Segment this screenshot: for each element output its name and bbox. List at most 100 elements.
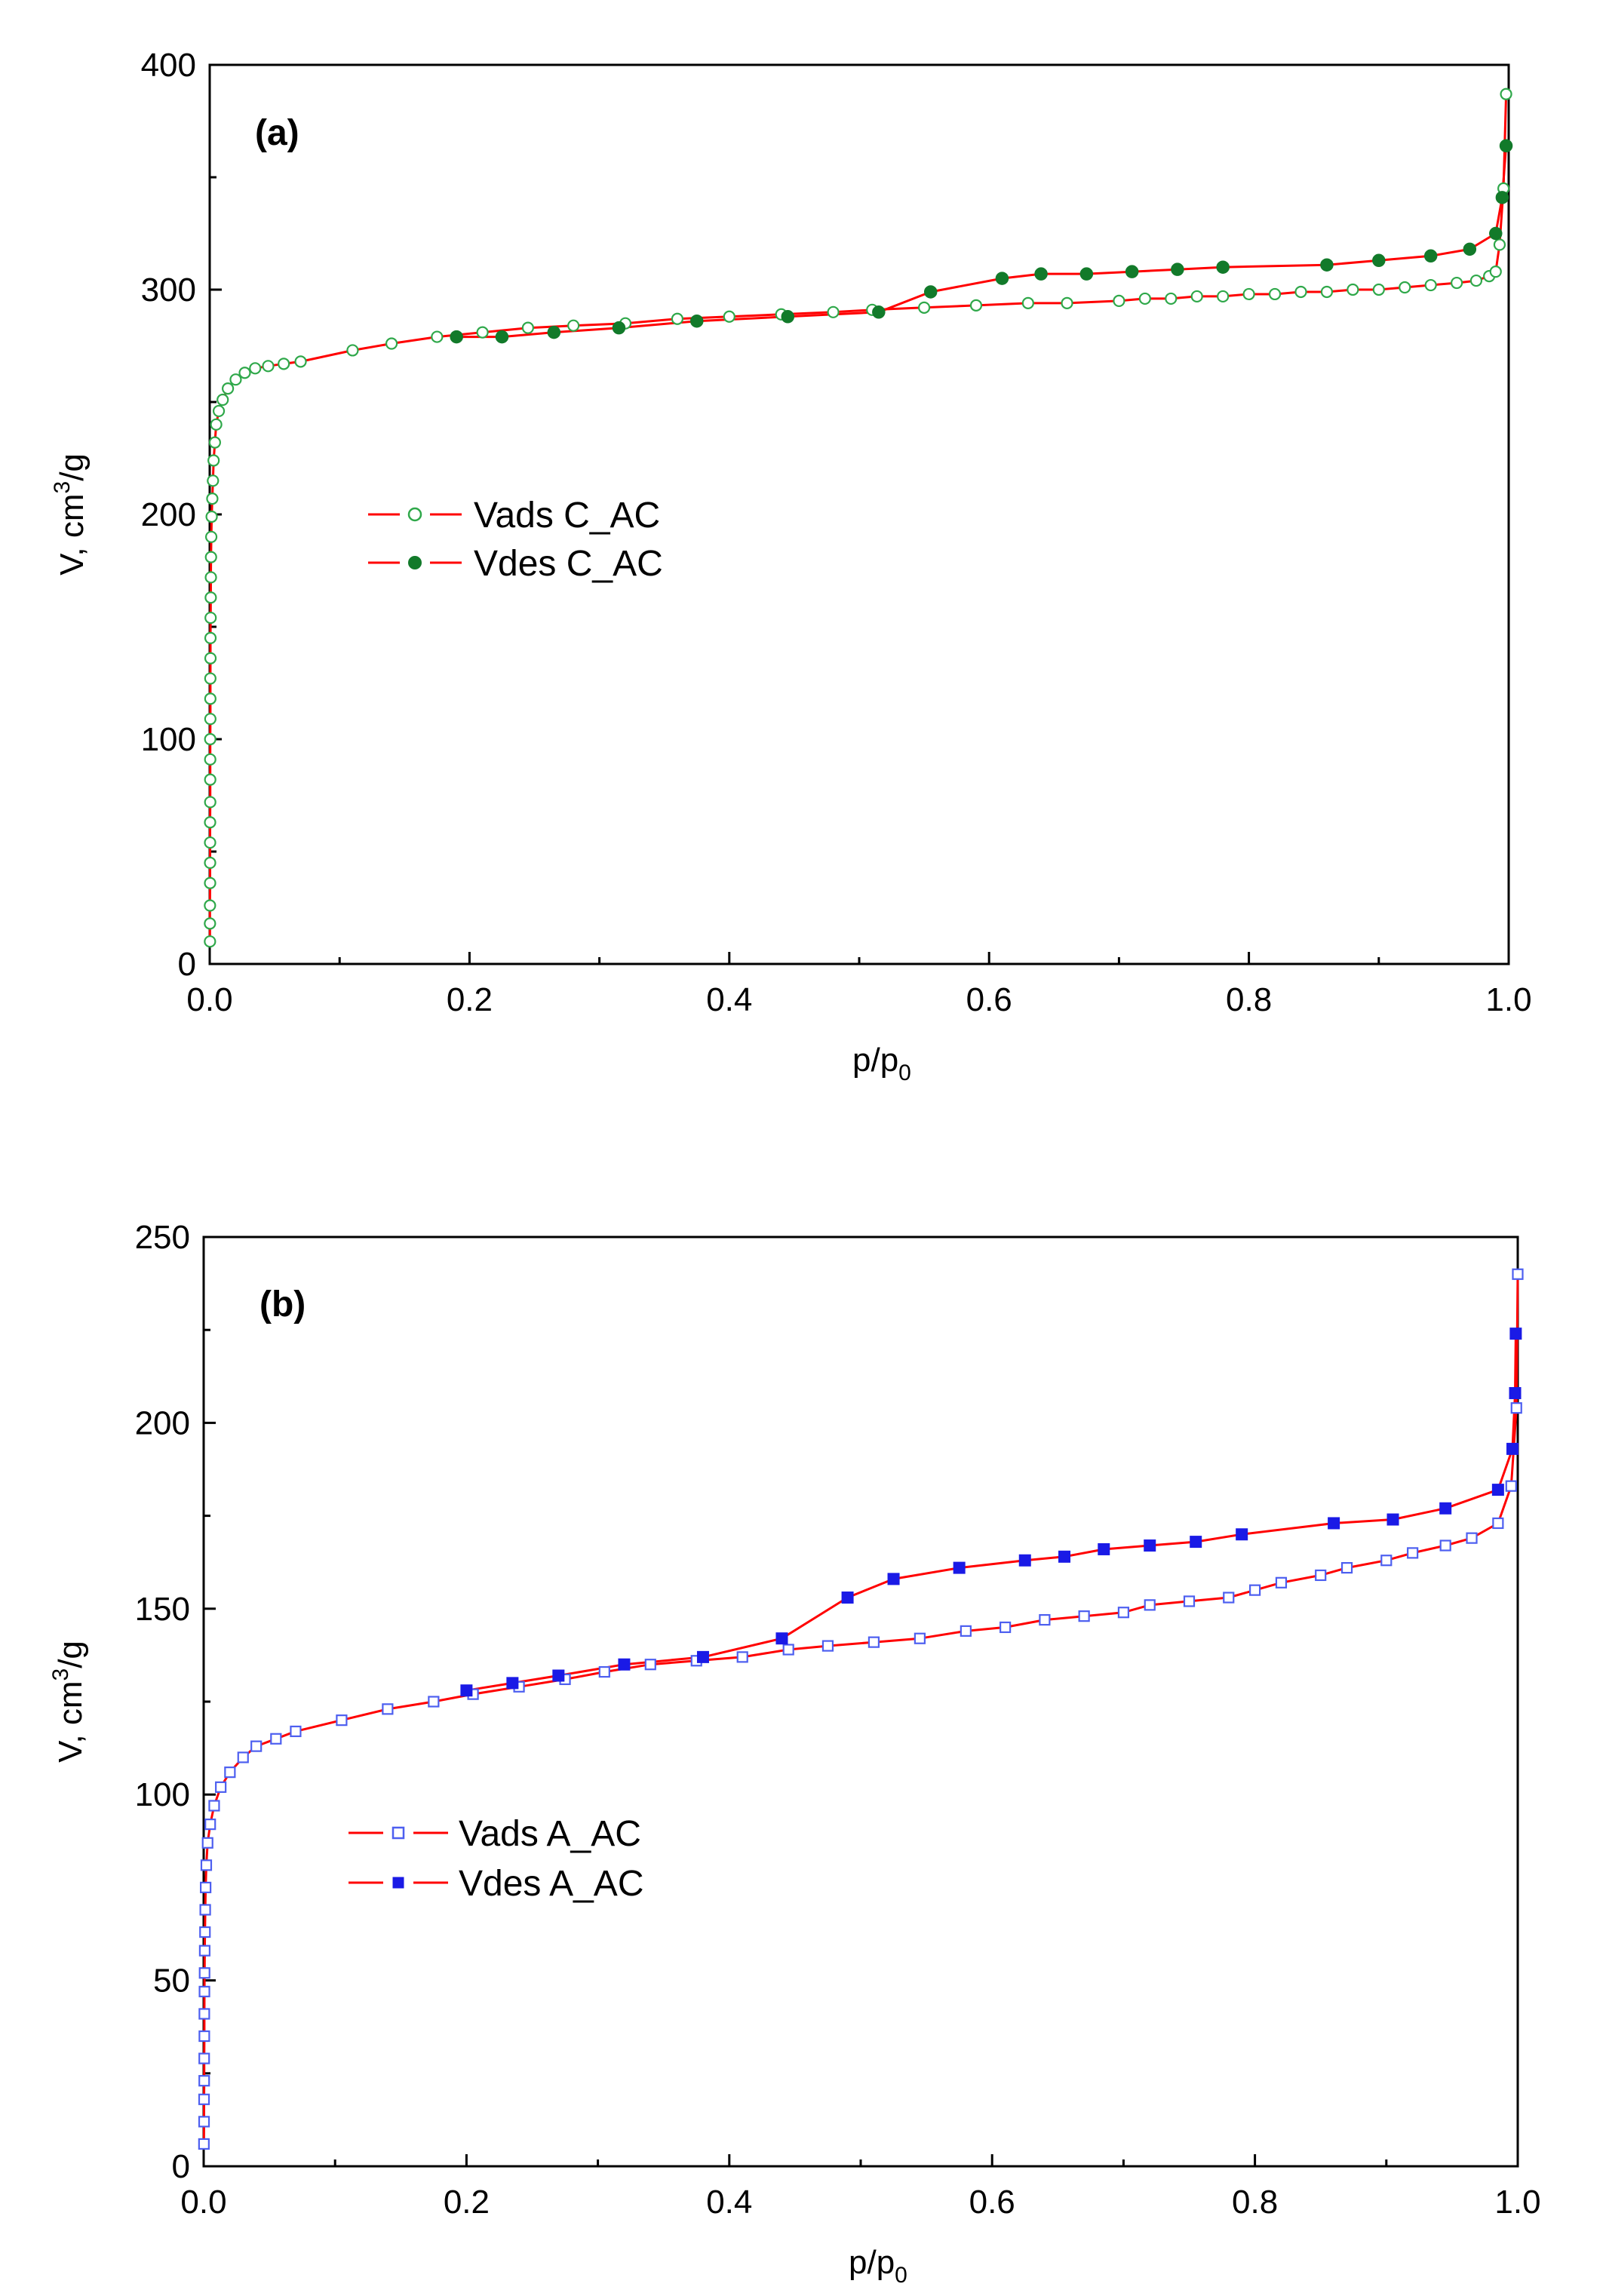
panel-a-desorption-point xyxy=(1079,267,1094,281)
panel-b-adsorption-point xyxy=(1078,1610,1090,1622)
panel-a-adsorption-point xyxy=(262,360,275,373)
panel-b-x-axis-title: p/p0 xyxy=(849,2244,907,2288)
panel-b-adsorption-point xyxy=(736,1651,748,1663)
panel-b-adsorption-point xyxy=(199,1904,211,1916)
panel-a-y-axis-title: V, cm3/g xyxy=(50,453,91,576)
panel-a-adsorption-point xyxy=(1190,290,1203,303)
panel-b-x-tick-label: 0.6 xyxy=(969,2184,1015,2221)
panel-a-legend-marker-adsorption xyxy=(407,507,422,522)
panel-b-adsorption-point xyxy=(204,1819,216,1831)
panel-a-desorption-point xyxy=(1125,265,1139,278)
panel-b-adsorption-point xyxy=(1492,1517,1504,1530)
panel-a-legend-marker-desorption xyxy=(408,556,422,569)
panel-b-desorption-point xyxy=(841,1592,854,1604)
panel-a-adsorption-point xyxy=(208,436,221,449)
panel-a-adsorption-point xyxy=(204,899,216,912)
panel-a-plot-frame xyxy=(208,63,1510,965)
panel-a-adsorption-point xyxy=(204,917,216,930)
panel-a-x-axis-title-subscript: 0 xyxy=(898,1061,911,1085)
panel-b-adsorption-point xyxy=(198,1967,210,1979)
panel-a-adsorption-point xyxy=(204,796,216,809)
panel-b-legend-marker-adsorption xyxy=(392,1826,405,1840)
panel-b-desorption-point xyxy=(506,1677,519,1690)
panel-b-adsorption-point xyxy=(1183,1595,1196,1607)
panel-b-y-tick-label: 50 xyxy=(153,1963,190,2000)
panel-a-desorption-point xyxy=(1034,267,1048,281)
panel-b-x-tick-label: 0.8 xyxy=(1232,2184,1278,2221)
panel-a-adsorption-point xyxy=(346,344,359,357)
panel-a-y-axis-title-superscript: 3 xyxy=(50,481,75,494)
panel-b-adsorption-point xyxy=(914,1632,926,1644)
panel-a-adsorption-point xyxy=(204,672,216,685)
panel-a-adsorption-point xyxy=(1242,287,1255,301)
panel-a-adsorption-point xyxy=(204,753,216,766)
panel-a-adsorption-point xyxy=(204,652,217,665)
panel-b-desorption-point xyxy=(552,1669,565,1682)
panel-a-adsorption-point xyxy=(1165,292,1178,305)
panel-a-adsorption-line xyxy=(208,94,1508,942)
panel-a-adsorption-point xyxy=(1268,287,1282,301)
panel-a-adsorption-point xyxy=(278,358,290,370)
panel-a-adsorption-point xyxy=(204,836,216,849)
panel-b-adsorption-point xyxy=(1223,1592,1235,1604)
panel-b-adsorption-point xyxy=(215,1781,227,1793)
panel-b-desorption-point xyxy=(1509,1386,1522,1399)
panel-b-adsorption-point xyxy=(198,2138,210,2150)
panel-b-desorption-point xyxy=(1491,1484,1504,1496)
panel-b-adsorption-point xyxy=(1466,1532,1478,1544)
panel-a-adsorption-point xyxy=(431,330,444,343)
panel-b-adsorption-point xyxy=(1117,1607,1130,1619)
panel-b-adsorption-point xyxy=(1340,1561,1353,1574)
panel-b-plot-frame xyxy=(202,1235,1519,2168)
panel-b-x-axis-title-subscript: 0 xyxy=(895,2263,907,2288)
panel-a-legend-label-adsorption: Vads C_AC xyxy=(474,496,660,536)
panel-a-adsorption-point xyxy=(249,362,262,375)
panel-b-x-tick-label: 0.2 xyxy=(444,2184,490,2221)
panel-b: 0.0 0.2 0.4 0.6 0.8 1.0 0 50 100 150 200 250 (b) p/… xyxy=(48,1219,1541,2288)
panel-a-desorption-point xyxy=(495,330,509,344)
panel-b-desorption-point xyxy=(1018,1554,1031,1567)
panel-a-desorption-point xyxy=(450,330,463,344)
panel-a-adsorption-point xyxy=(1021,296,1034,309)
panel-a-desorption-point xyxy=(1372,253,1386,268)
panel-a-y-tick-label: 300 xyxy=(141,272,196,308)
panel-b-desorption-point xyxy=(1236,1528,1248,1541)
panel-b-y-tick-label: 0 xyxy=(172,2148,190,2185)
panel-a-adsorption-point xyxy=(204,551,217,563)
panel-a-y-tick-label: 200 xyxy=(141,496,196,533)
panel-b-desorption-point xyxy=(1058,1550,1071,1563)
panel-a-x-tick-label: 0.4 xyxy=(706,981,752,1018)
panel-b-adsorption-point xyxy=(1315,1569,1327,1582)
panel-b-desorption-point xyxy=(618,1658,631,1671)
panel-a-legend-label-desorption: Vdes C_AC xyxy=(474,544,663,584)
panel-b-y-axis-title-superscript: 3 xyxy=(48,1668,73,1681)
panel-b-adsorption-point xyxy=(1039,1613,1051,1626)
panel-b-adsorption-point xyxy=(270,1733,282,1745)
panel-a-adsorption-point xyxy=(207,454,220,467)
panel-b-y-tick-label: 100 xyxy=(135,1776,190,1813)
panel-a-x-tick-label: 0.8 xyxy=(1226,981,1272,1018)
panel-a-adsorption-point xyxy=(723,310,735,323)
panel-a-adsorption-point xyxy=(1320,285,1334,299)
panel-b-adsorption-point xyxy=(198,1985,210,1997)
panel-b-adsorption-point xyxy=(224,1767,236,1779)
panel-b-legend-entry-desorption: Vdes A_AC xyxy=(349,1864,643,1904)
panel-a-y-tick-label: 100 xyxy=(141,721,196,758)
panel-b-adsorption-point xyxy=(598,1665,610,1678)
panel-a-adsorption-point xyxy=(1500,87,1512,100)
panel-a-desorption-point xyxy=(690,314,704,328)
panel-a-adsorption-point xyxy=(204,692,216,705)
panel-b-adsorption-point xyxy=(336,1714,348,1727)
panel-a-adsorption-point xyxy=(1424,278,1437,292)
panel-a-adsorption-point xyxy=(1469,274,1483,287)
panel-b-desorption-point xyxy=(1439,1502,1452,1515)
panel-a-legend-entry-adsorption: Vads C_AC xyxy=(368,496,660,536)
panel-a-adsorption-point xyxy=(294,355,307,368)
panel-b-adsorption-point xyxy=(1275,1576,1288,1588)
panel-a-adsorption-point xyxy=(204,773,216,786)
panel-b-y-axis-title-tail: /g xyxy=(52,1641,89,1668)
panel-b-legend-marker-desorption xyxy=(392,1877,404,1889)
panel-a-desorption-point xyxy=(1171,262,1184,276)
panel-b-adsorption-point xyxy=(821,1640,834,1652)
